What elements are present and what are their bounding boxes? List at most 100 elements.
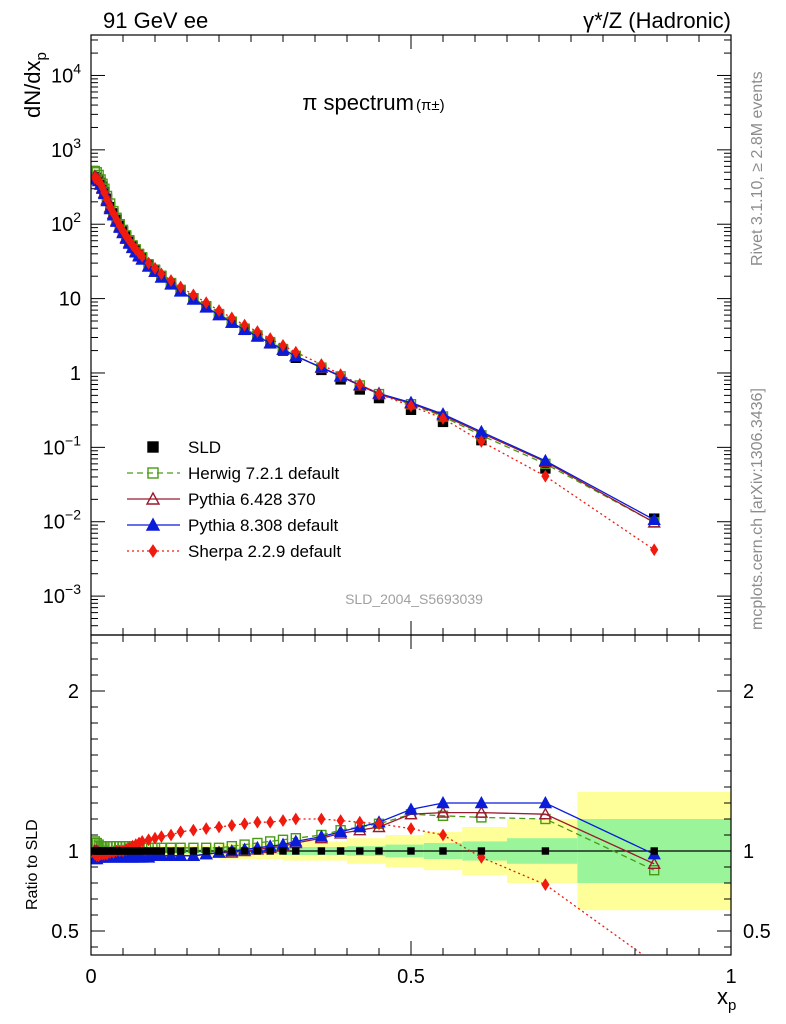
data-point xyxy=(157,267,166,281)
ratio-point xyxy=(404,802,418,815)
ratio-point xyxy=(266,847,274,855)
ratio-point xyxy=(278,814,288,828)
y-tick-label: 102 xyxy=(51,209,81,236)
y-tick-label: 0.5 xyxy=(743,921,771,943)
ratio-point xyxy=(202,822,211,836)
ratio-point xyxy=(406,822,416,836)
data-point xyxy=(202,296,211,310)
ratio-point xyxy=(154,848,169,861)
legend-item: Herwig 7.2.1 default xyxy=(127,464,339,483)
legend-label: Pythia 8.308 default xyxy=(188,516,339,535)
series-line xyxy=(94,177,655,551)
ratio-panel: 0.5 0.5 1 1 2 2 0 0.5 1 Ratio to SLD xp xyxy=(24,634,771,1014)
main-y-axis-label: dN/dxp xyxy=(20,52,50,118)
y-tick-label: 2 xyxy=(68,681,79,703)
data-point xyxy=(541,469,550,483)
main-analysis-label: SLD_2004_S5693039 xyxy=(345,591,483,607)
series-pythia xyxy=(91,169,661,528)
legend-marker xyxy=(148,544,158,558)
ratio-point xyxy=(647,856,661,869)
main-axis-ticks: 10−3 10−2 10−1 1 10 102 103 104 xyxy=(43,35,732,636)
header-left: 91 GeV ee xyxy=(103,8,208,33)
ratio-point xyxy=(157,847,166,855)
y-tick-label: 10−2 xyxy=(43,507,81,534)
ratio-point xyxy=(253,815,262,829)
legend-label: Pythia 6.428 370 xyxy=(188,490,316,509)
data-point xyxy=(214,304,224,318)
main-subtitle: (π±) xyxy=(416,97,445,114)
ratio-point xyxy=(189,823,198,837)
data-point xyxy=(477,435,486,448)
data-point xyxy=(278,338,288,352)
ratio-point xyxy=(438,828,448,842)
ratio-line xyxy=(94,813,655,871)
y-tick-label: 10−3 xyxy=(43,581,81,608)
ratio-point xyxy=(474,796,489,809)
ratio-point xyxy=(253,847,262,855)
ratio-point xyxy=(279,847,287,855)
ratio-point xyxy=(138,847,146,855)
ratio-point xyxy=(228,847,236,855)
x-tick-label: 0.5 xyxy=(397,966,425,988)
data-point xyxy=(317,358,326,371)
y-tick-label: 103 xyxy=(51,135,81,162)
data-point xyxy=(355,378,364,391)
data-point xyxy=(291,345,300,359)
ratio-point xyxy=(474,805,489,818)
ratio-y-axis-label: Ratio to SLD xyxy=(24,819,41,910)
ratio-point xyxy=(292,847,300,855)
data-point xyxy=(189,288,198,302)
ratio-point xyxy=(157,830,166,844)
ratio-point xyxy=(164,848,178,861)
legend-marker xyxy=(145,491,161,505)
ratio-point xyxy=(336,847,345,855)
legend-label: Sherpa 2.2.9 default xyxy=(188,542,341,561)
ratio-point xyxy=(436,805,450,818)
ratio-point xyxy=(477,847,486,855)
series-herwig xyxy=(91,165,660,528)
y-tick-label: 10 xyxy=(59,289,81,311)
ratio-point xyxy=(375,847,383,855)
ratio-point xyxy=(138,834,147,848)
legend-marker xyxy=(145,517,161,531)
ratio-point xyxy=(151,847,159,855)
x-axis-label-text: xp xyxy=(717,984,736,1014)
x-axis-label: xp xyxy=(717,984,736,1014)
ratio-point xyxy=(436,796,450,809)
ratio-point xyxy=(214,820,224,834)
ratio-point xyxy=(407,847,415,855)
data-point xyxy=(138,249,147,263)
legend: SLD Herwig 7.2.1 default Pythia 6.428 370 P… xyxy=(127,438,341,561)
ratio-point xyxy=(144,833,153,847)
data-point xyxy=(227,311,236,325)
data-point xyxy=(166,274,176,287)
legend-item: Pythia 6.428 370 xyxy=(127,490,316,509)
series-line xyxy=(94,175,655,523)
ratio-point xyxy=(150,831,160,845)
data-point xyxy=(374,387,384,401)
ratio-point xyxy=(240,847,249,855)
series-sherpa xyxy=(91,171,659,557)
ratio-series-layer xyxy=(91,796,661,955)
ratio-point xyxy=(538,796,553,809)
ratio-point xyxy=(317,812,326,826)
ratio-point xyxy=(541,847,550,855)
x-tick-label: 1 xyxy=(725,966,736,988)
ratio-point xyxy=(541,878,550,892)
ratio-point xyxy=(314,829,329,842)
legend-item: SLD xyxy=(147,438,221,457)
ratio-axis-ticks: 0.5 0.5 1 1 2 2 0 0.5 1 xyxy=(51,635,771,988)
legend-marker xyxy=(147,441,159,453)
legend-item: Sherpa 2.2.9 default xyxy=(127,542,341,561)
ratio-point xyxy=(166,828,176,842)
ratio-point xyxy=(650,847,658,855)
ratio-point xyxy=(227,818,236,832)
ratio-point xyxy=(176,825,185,839)
y-tick-label: 0.5 xyxy=(51,921,79,943)
ratio-point xyxy=(336,814,345,828)
source-label: mcplots.cern.ch [arXiv:1306.3436] xyxy=(749,388,766,630)
data-point xyxy=(538,453,553,466)
ratio-point xyxy=(439,847,447,855)
ratio-frame xyxy=(90,634,732,956)
